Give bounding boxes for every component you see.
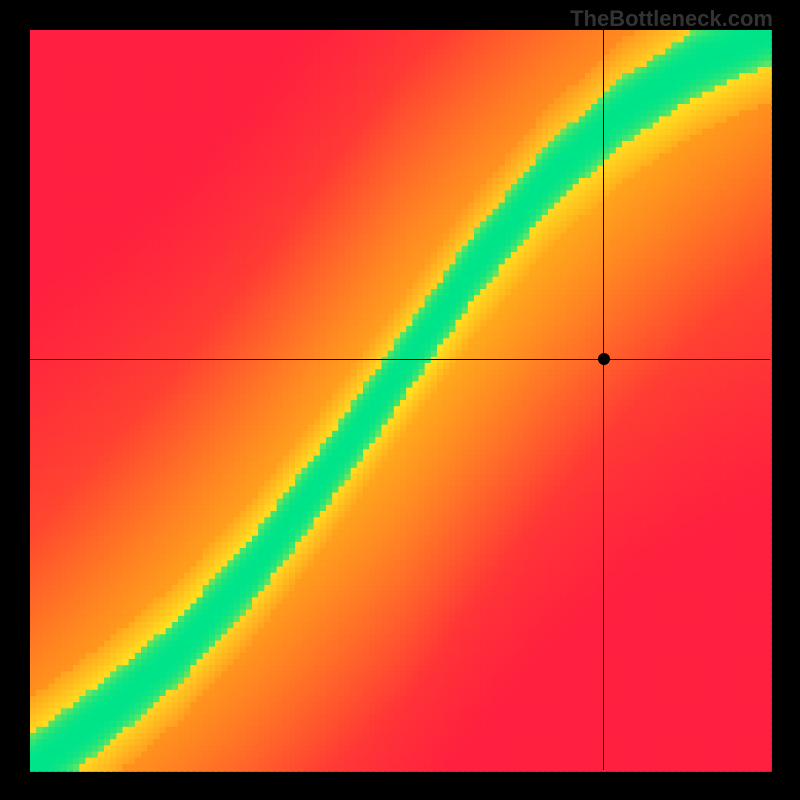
crosshair-horizontal — [30, 359, 770, 360]
crosshair-dot — [598, 353, 610, 365]
bottleneck-heatmap-canvas — [0, 0, 800, 800]
crosshair-vertical — [603, 30, 604, 770]
chart-frame: TheBottleneck.com — [0, 0, 800, 800]
watermark-text: TheBottleneck.com — [570, 6, 773, 32]
